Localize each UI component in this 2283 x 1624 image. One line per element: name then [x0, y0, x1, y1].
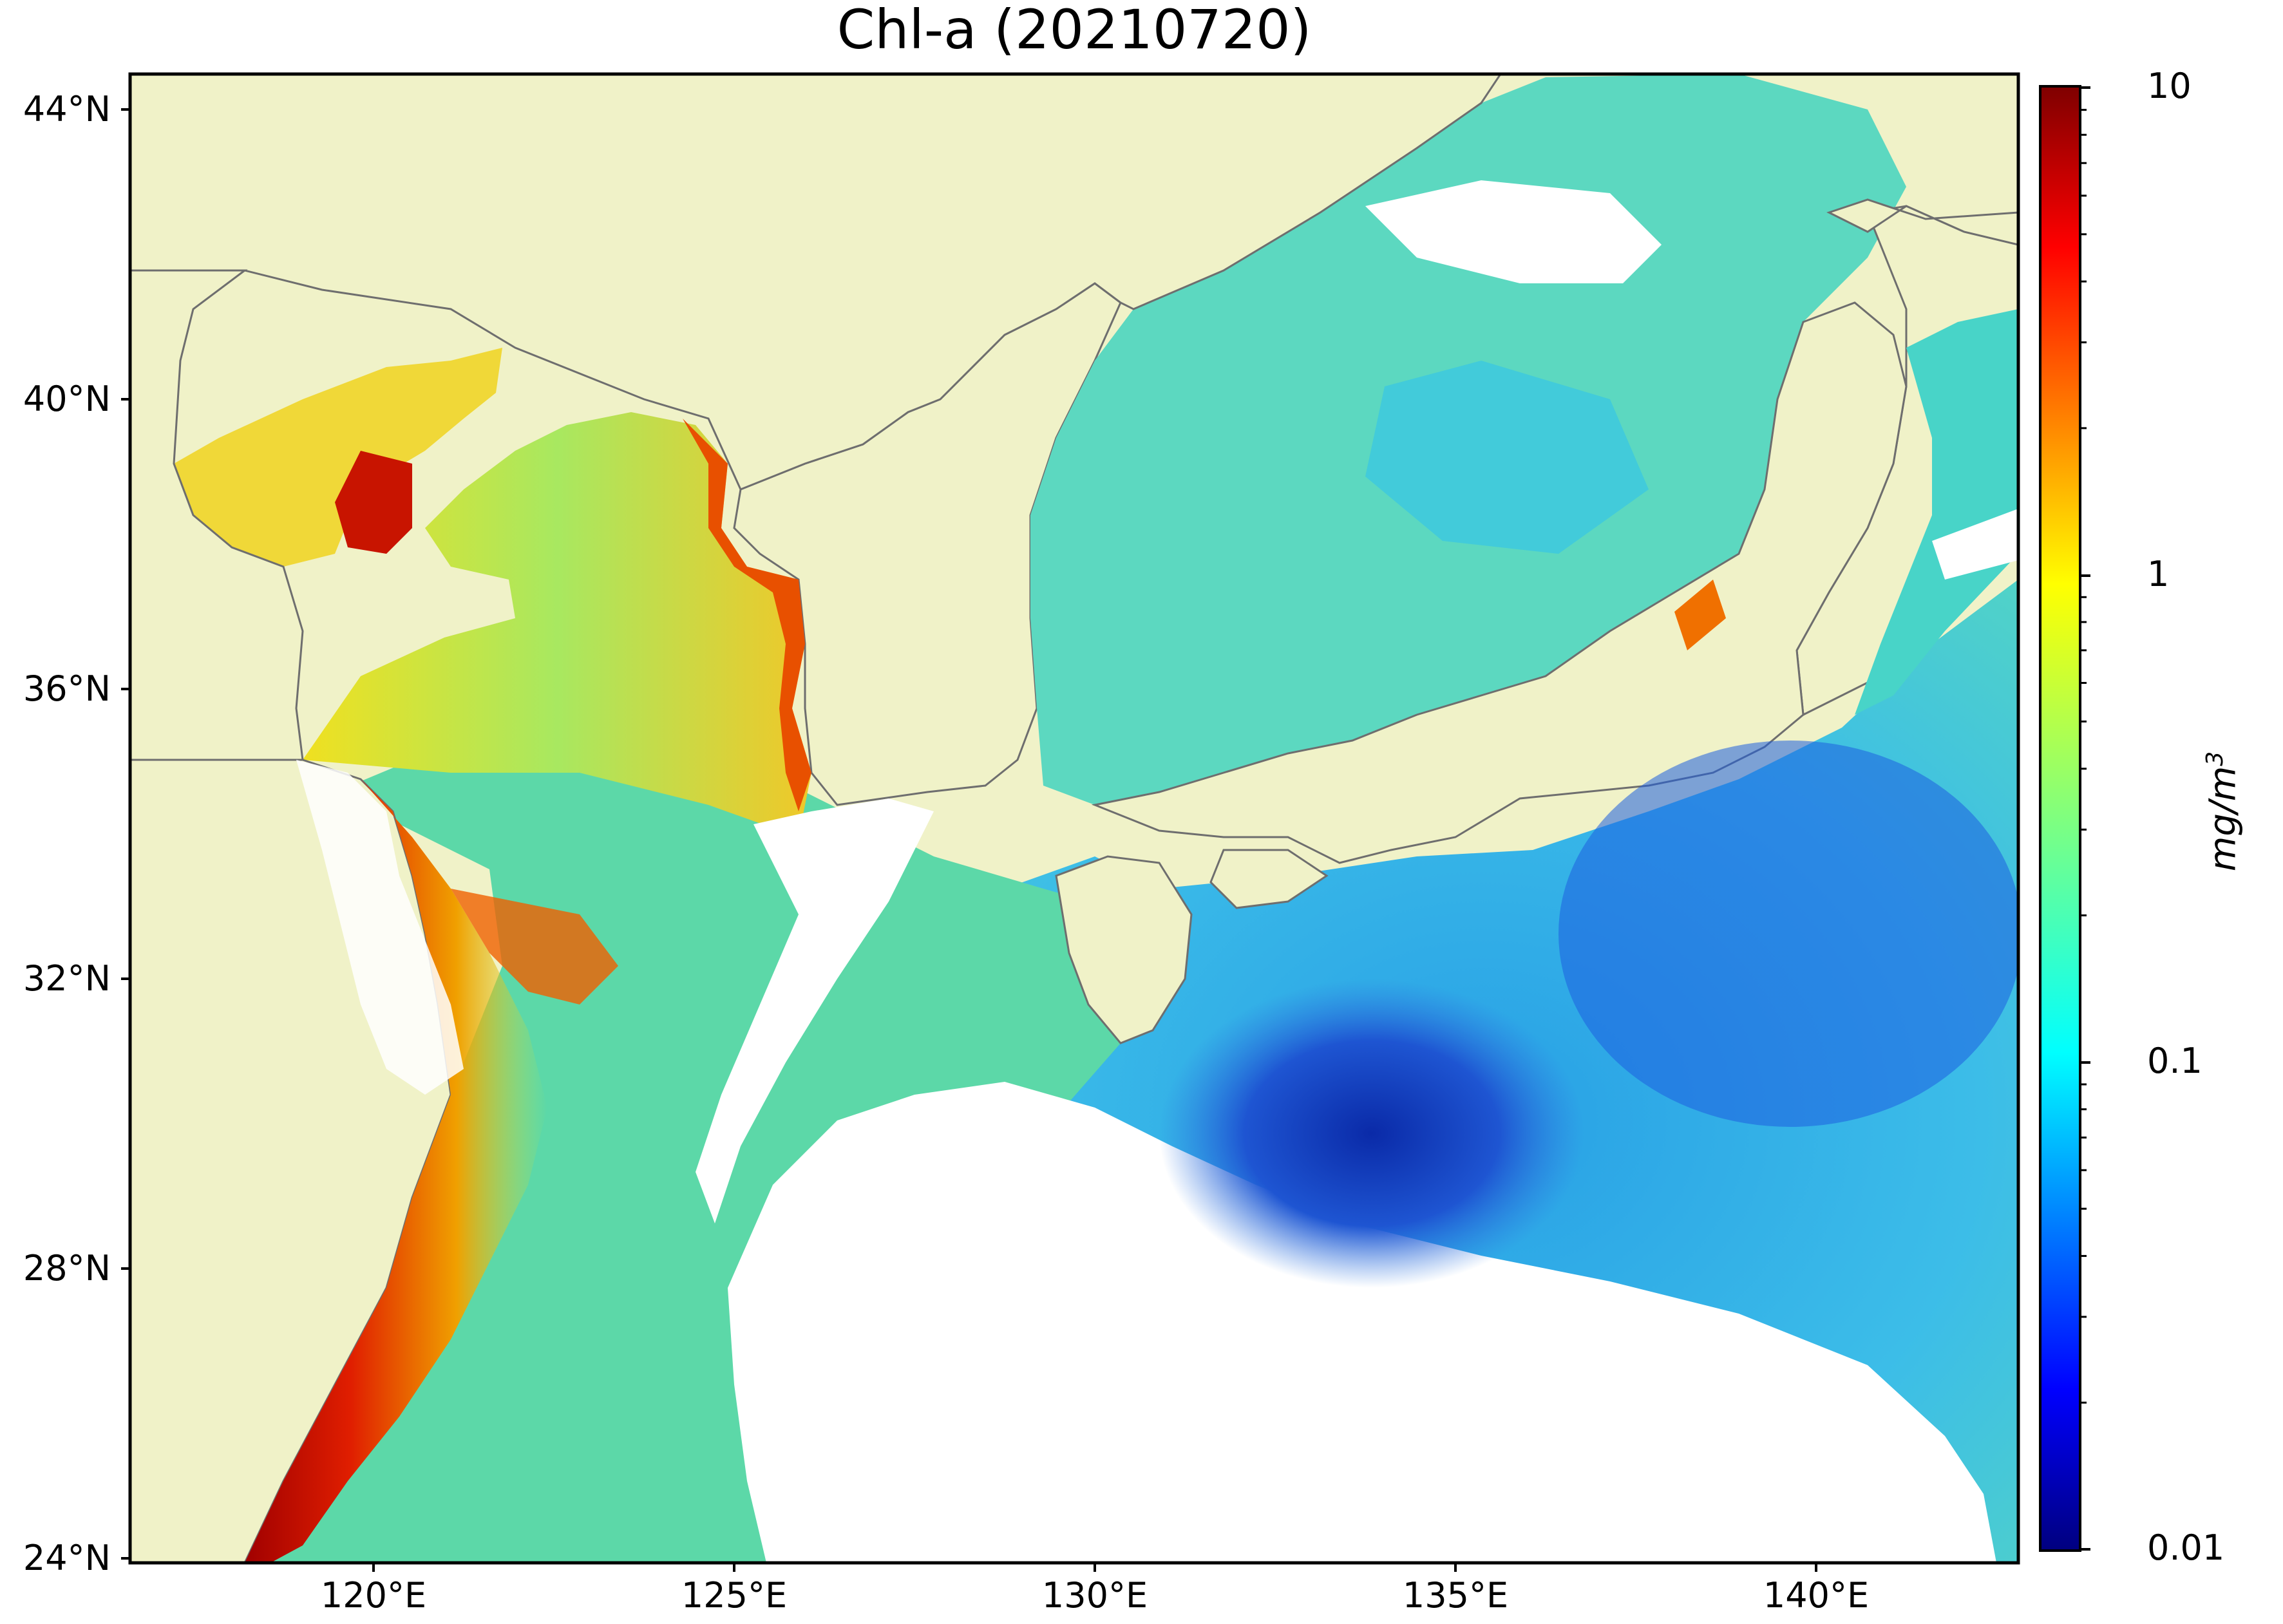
lon-label-120: 120°E: [320, 1575, 427, 1616]
colorbar-label-1: 1: [2147, 554, 2170, 594]
latitude-ticks: [121, 108, 130, 1560]
colorbar-minor-ticks: [2080, 109, 2087, 1404]
china-coastal-bloom: [245, 766, 547, 1563]
mainland-asia: [130, 74, 1502, 491]
cloud-coast: [296, 760, 464, 1095]
map-frame: [128, 72, 2020, 1565]
map-area: [130, 74, 2018, 1563]
longitude-ticks: [372, 1563, 1817, 1572]
colorbar: [2040, 86, 2080, 1551]
pacific-low-chl: [1558, 741, 2018, 1127]
lon-label-140: 140°E: [1763, 1575, 1870, 1616]
yellow-sea: [303, 412, 811, 837]
lat-label-28: 28°N: [23, 1248, 111, 1289]
sea-of-japan-center: [1365, 361, 1649, 554]
lon-label-135: 135°E: [1402, 1575, 1509, 1616]
toyama-bloom: [1674, 580, 1726, 650]
map-title: Chl-a (20210720): [837, 0, 1312, 61]
shandong: [130, 269, 304, 761]
cloud-east: [1932, 509, 2018, 580]
cloud-north: [1365, 180, 1662, 283]
lat-label-44: 44°N: [23, 89, 111, 129]
korea-west-bloom: [683, 419, 811, 811]
lat-label-24: 24°N: [23, 1538, 111, 1578]
bohai-bloom: [335, 451, 412, 554]
lat-label-32: 32°N: [23, 958, 111, 999]
colorbar-frame: [2039, 85, 2081, 1552]
kyushu: [1055, 855, 1193, 1044]
bohai-sea: [174, 348, 502, 567]
colorbar-unit-main: mg/m: [2202, 766, 2244, 872]
east-china-sea: [270, 741, 1133, 1563]
pacific-north: [1855, 309, 2018, 715]
colorbar-label-0.01: 0.01: [2147, 1527, 2225, 1568]
cloud-no-data-south: [728, 1082, 1996, 1563]
cloud-strip: [696, 798, 934, 1223]
honshu: [1091, 301, 1908, 864]
colorbar-label-0.1: 0.1: [2147, 1041, 2202, 1081]
lon-label-130: 130°E: [1041, 1575, 1148, 1616]
colorbar-unit: mg/m3: [2190, 734, 2244, 889]
colorbar-label-10: 10: [2147, 66, 2192, 106]
shikoku: [1209, 849, 1329, 909]
colorbar-major-ticks: [2080, 86, 2090, 1551]
lon-label-125: 125°E: [681, 1575, 788, 1616]
colorbar-unit-exponent: 3: [2202, 751, 2228, 766]
hokkaido: [1826, 198, 2018, 246]
lat-label-36: 36°N: [23, 668, 111, 709]
lat-label-40: 40°N: [23, 379, 111, 419]
oligotrophic-patch: [1159, 979, 1584, 1288]
yangtze-plume: [451, 889, 618, 1005]
